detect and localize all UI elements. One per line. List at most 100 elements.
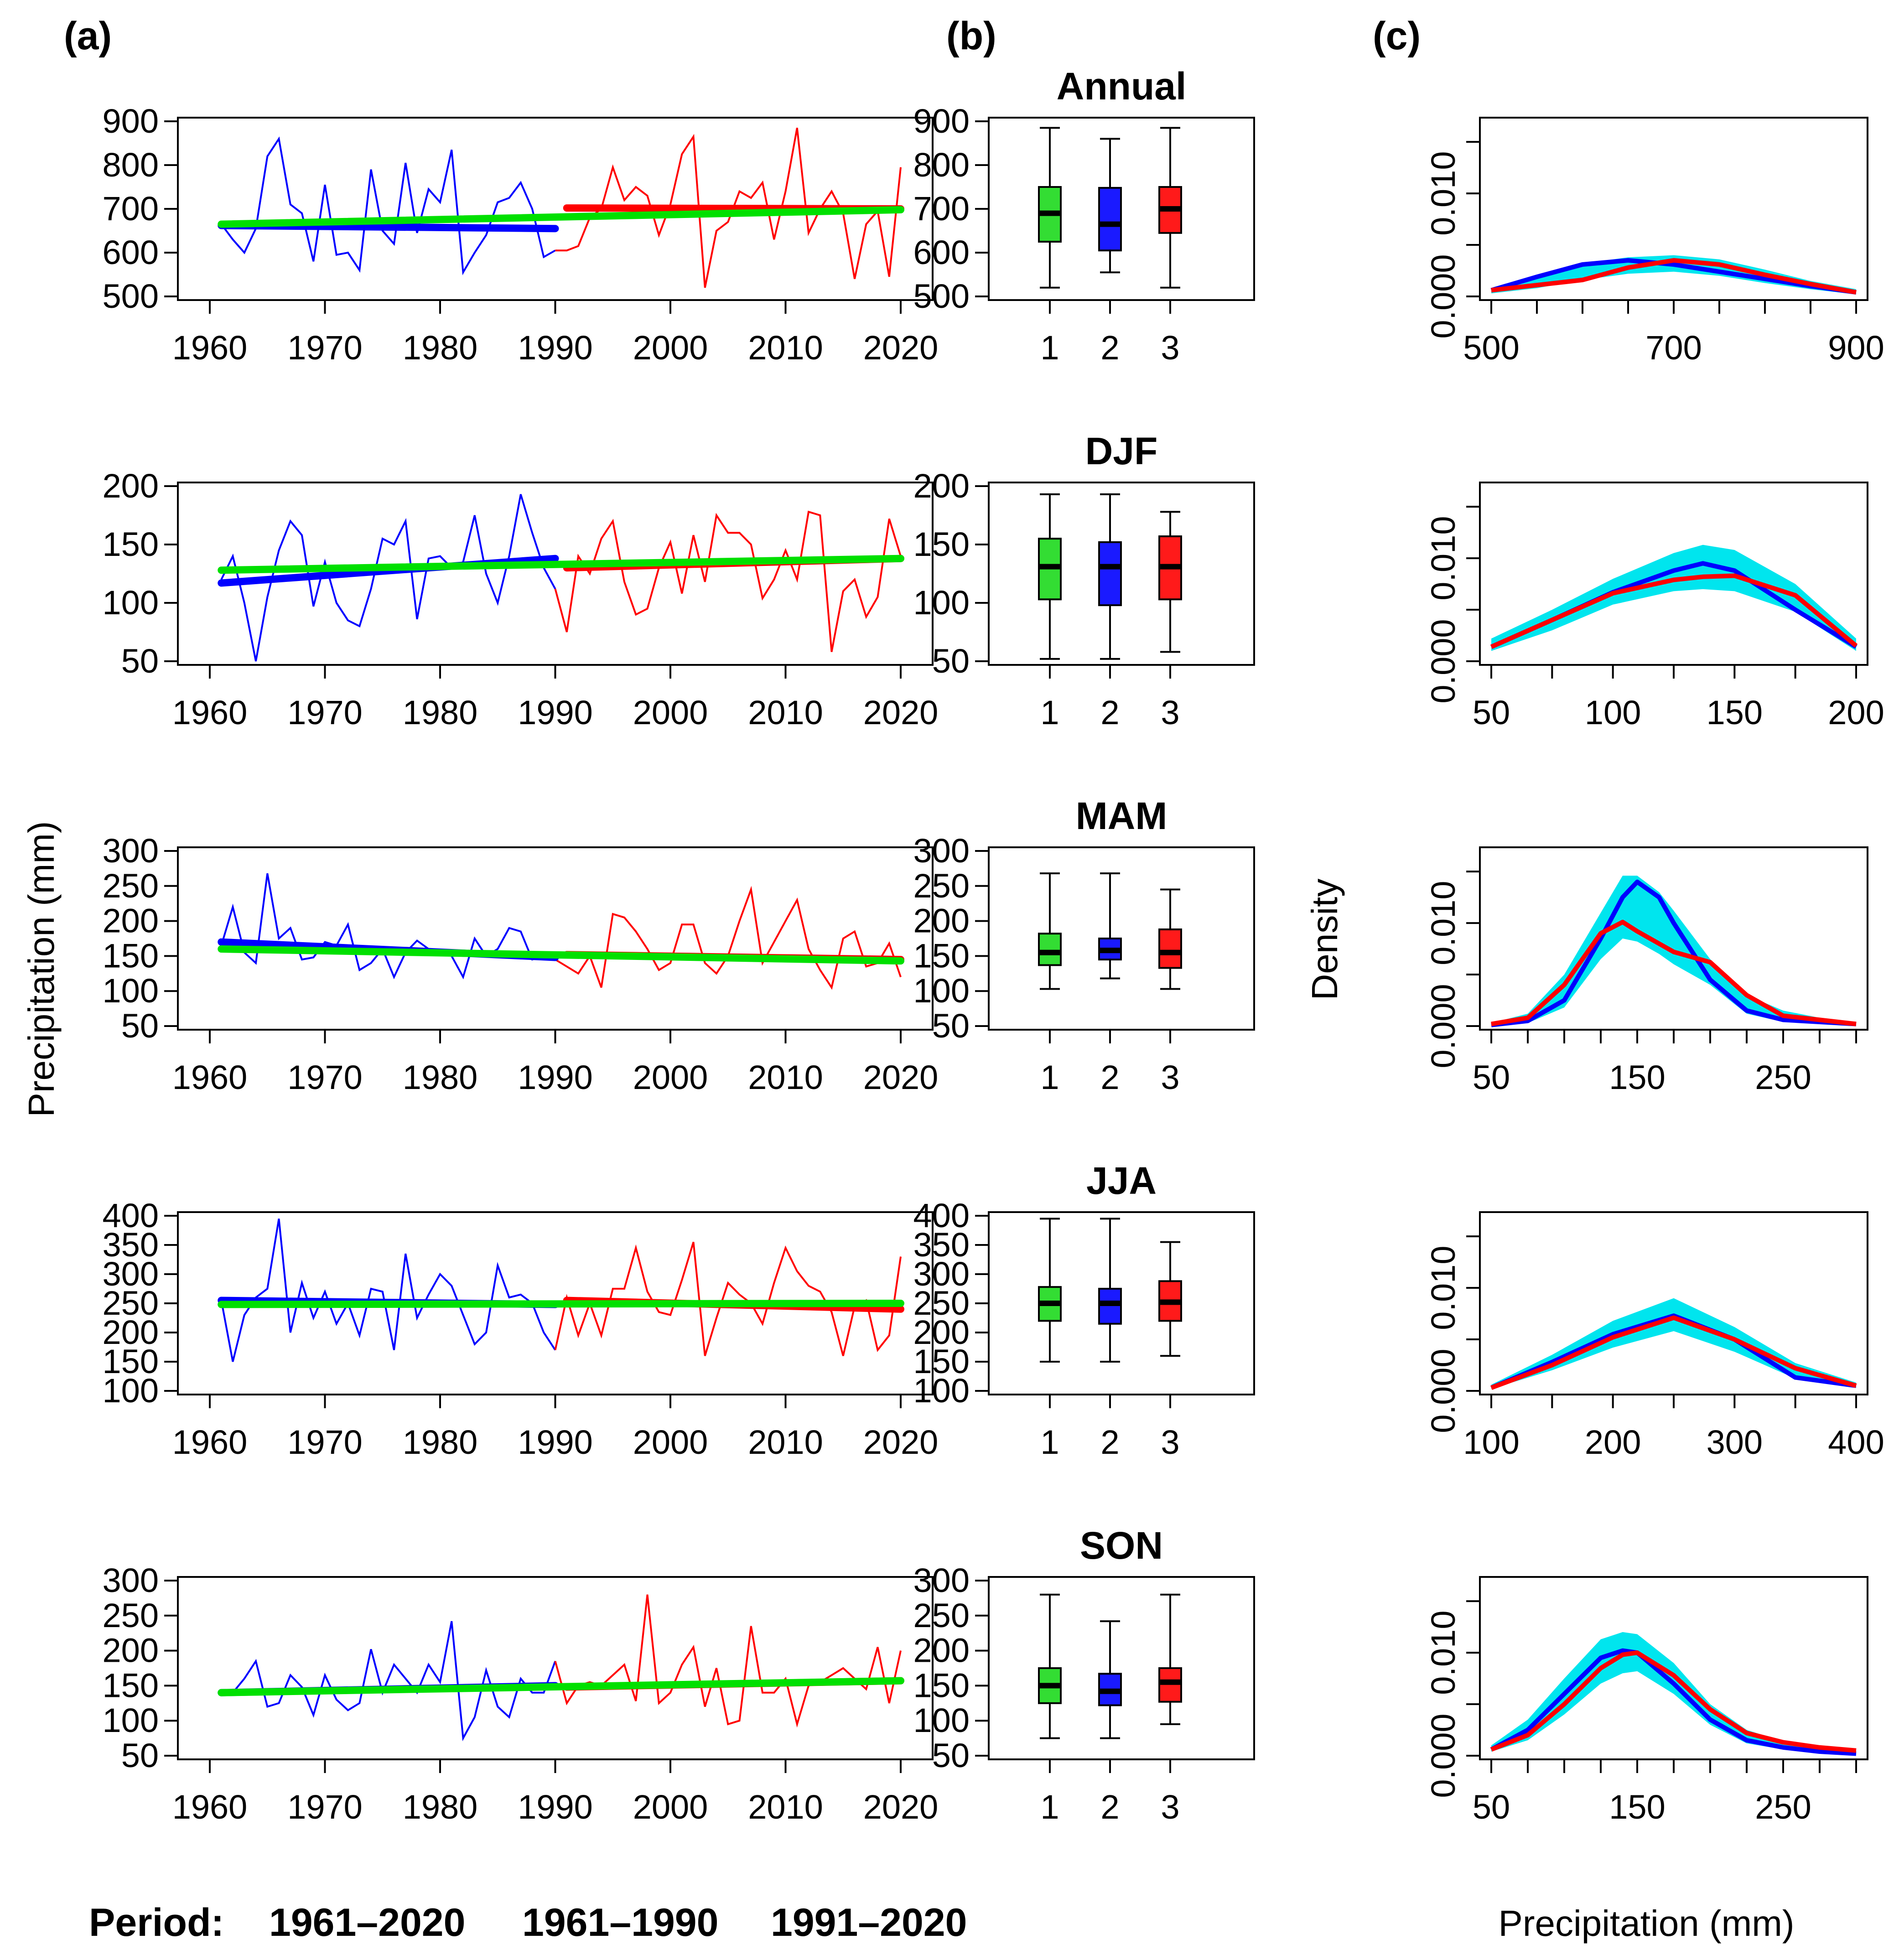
y-tick-label: 150 bbox=[103, 1343, 159, 1380]
density-1961-1990 bbox=[1490, 258, 1857, 295]
x-tick-label: 2 bbox=[1100, 1788, 1119, 1826]
season-title: JJA bbox=[1086, 1159, 1157, 1202]
x-tick-label: 100 bbox=[1463, 1423, 1519, 1461]
legend-item-1991-2020: 1991–2020 bbox=[771, 1901, 967, 1944]
x-tick-label: 2000 bbox=[633, 694, 708, 731]
x-tick-label: 1980 bbox=[403, 1058, 478, 1096]
y-tick-label: 100 bbox=[103, 1701, 159, 1739]
y-tick-label: 900 bbox=[913, 102, 970, 140]
x-tick-label: 200 bbox=[1828, 694, 1884, 731]
density-envelope bbox=[1491, 1632, 1856, 1754]
trend-1961-2020 bbox=[218, 206, 904, 228]
x-tick-label: 1990 bbox=[518, 1058, 593, 1096]
y-tick-label: 0.010 bbox=[1424, 1246, 1462, 1330]
y-tick-label: 50 bbox=[932, 1737, 970, 1774]
density-1991-2020 bbox=[1491, 919, 1857, 1027]
x-tick-label: 1 bbox=[1040, 329, 1059, 367]
x-tick-label: 1990 bbox=[518, 329, 593, 367]
density-1991-2020 bbox=[1491, 258, 1857, 295]
timeseries-frame bbox=[177, 846, 934, 1031]
density-1991-2020 bbox=[1490, 573, 1858, 649]
y-tick-label: 600 bbox=[103, 233, 159, 271]
x-tick-label: 2010 bbox=[748, 1058, 823, 1096]
x-tick-label: 3 bbox=[1161, 1058, 1179, 1096]
legend-label: Period: bbox=[89, 1901, 224, 1944]
y-tick-label: 200 bbox=[913, 902, 970, 940]
y-tick-label: 300 bbox=[913, 1561, 970, 1599]
series-1991-2020 bbox=[554, 1594, 902, 1728]
y-tick-label: 250 bbox=[913, 1597, 970, 1634]
x-tick-label: 1960 bbox=[172, 1423, 248, 1461]
x-tick-label: 1990 bbox=[518, 1423, 593, 1461]
x-tick-label: 1960 bbox=[172, 1058, 248, 1096]
legend-item-1961-2020: 1961–2020 bbox=[269, 1901, 465, 1944]
x-tick-label: 2010 bbox=[748, 1423, 823, 1461]
x-tick-label: 2000 bbox=[633, 1423, 708, 1461]
series-1961-1990 bbox=[220, 494, 556, 662]
y-tick-label: 800 bbox=[103, 146, 159, 184]
x-tick-label: 2000 bbox=[633, 1058, 708, 1096]
density-1961-1990 bbox=[1491, 879, 1857, 1027]
y-tick-label: 100 bbox=[913, 1372, 970, 1410]
x-tick-label: 1970 bbox=[287, 1058, 363, 1096]
x-tick-label: 1990 bbox=[518, 1788, 593, 1826]
x-tick-label: 1980 bbox=[403, 1423, 478, 1461]
y-tick-label: 100 bbox=[913, 972, 970, 1010]
y-tick-label: 300 bbox=[103, 832, 159, 870]
x-tick-label: 2020 bbox=[863, 1423, 939, 1461]
trend-1961-2020 bbox=[218, 1677, 904, 1696]
box-1961-2020 bbox=[1038, 933, 1062, 966]
x-tick-label: 900 bbox=[1828, 329, 1884, 367]
x-tick-label: 1970 bbox=[287, 1788, 363, 1826]
x-tick-label: 2010 bbox=[748, 329, 823, 367]
boxplot-frame bbox=[988, 846, 1255, 1031]
charts: 500 600 700 800 900 1960 1970 1980 1990 2000 2010 2… bbox=[103, 65, 1884, 1826]
y-tick-label: 200 bbox=[913, 467, 970, 505]
x-tick-label: 2 bbox=[1100, 329, 1119, 367]
x-tick-label: 300 bbox=[1707, 1423, 1763, 1461]
y-tick-label: 0.010 bbox=[1424, 151, 1462, 236]
y-tick-label: 300 bbox=[103, 1561, 159, 1599]
y-tick-label: 250 bbox=[913, 1284, 970, 1322]
y-tick-label: 50 bbox=[121, 642, 159, 680]
y-tick-label: 300 bbox=[913, 832, 970, 870]
box-1961-1990 bbox=[1098, 1288, 1122, 1325]
x-tick-label: 1 bbox=[1040, 1058, 1059, 1096]
y-tick-label: 300 bbox=[103, 1255, 159, 1293]
x-tick-label: 1 bbox=[1040, 694, 1059, 731]
y-tick-label: 0.010 bbox=[1424, 1611, 1462, 1695]
x-tick-label: 50 bbox=[1473, 1058, 1510, 1096]
x-tick-label: 1970 bbox=[287, 694, 363, 731]
y-tick-label: 0.010 bbox=[1424, 516, 1462, 601]
x-tick-label: 3 bbox=[1161, 1788, 1179, 1826]
x-tick-label: 1960 bbox=[172, 1788, 248, 1826]
x-tick-label: 50 bbox=[1473, 694, 1510, 731]
x-tick-label: 2020 bbox=[863, 1788, 939, 1826]
density-frame bbox=[1479, 117, 1868, 301]
x-tick-label: 1970 bbox=[287, 1423, 363, 1461]
x-tick-label: 2020 bbox=[863, 329, 939, 367]
season-title: Annual bbox=[1057, 65, 1187, 108]
season-title: MAM bbox=[1076, 794, 1167, 837]
y-tick-label: 0.000 bbox=[1424, 254, 1462, 338]
box-1991-2020 bbox=[1158, 928, 1182, 969]
x-tick-label: 2 bbox=[1100, 694, 1119, 731]
x-tick-label: 150 bbox=[1609, 1058, 1665, 1096]
density-1991-2020 bbox=[1490, 1650, 1857, 1753]
x-tick-label: 150 bbox=[1609, 1788, 1665, 1826]
y-tick-label: 350 bbox=[103, 1226, 159, 1264]
x-tick-label: 1 bbox=[1040, 1423, 1059, 1461]
y-tick-label: 150 bbox=[913, 1666, 970, 1704]
density-envelope bbox=[1491, 544, 1856, 651]
trend-1961-2020 bbox=[218, 1300, 904, 1308]
y-tick-label: 200 bbox=[913, 1313, 970, 1351]
y-tick-label: 150 bbox=[913, 937, 970, 975]
y-tick-label: 100 bbox=[103, 1372, 159, 1410]
x-tick-label: 400 bbox=[1828, 1423, 1884, 1461]
y-tick-label: 900 bbox=[103, 102, 159, 140]
y-tick-label: 100 bbox=[103, 972, 159, 1010]
y-tick-label: 500 bbox=[913, 277, 970, 315]
